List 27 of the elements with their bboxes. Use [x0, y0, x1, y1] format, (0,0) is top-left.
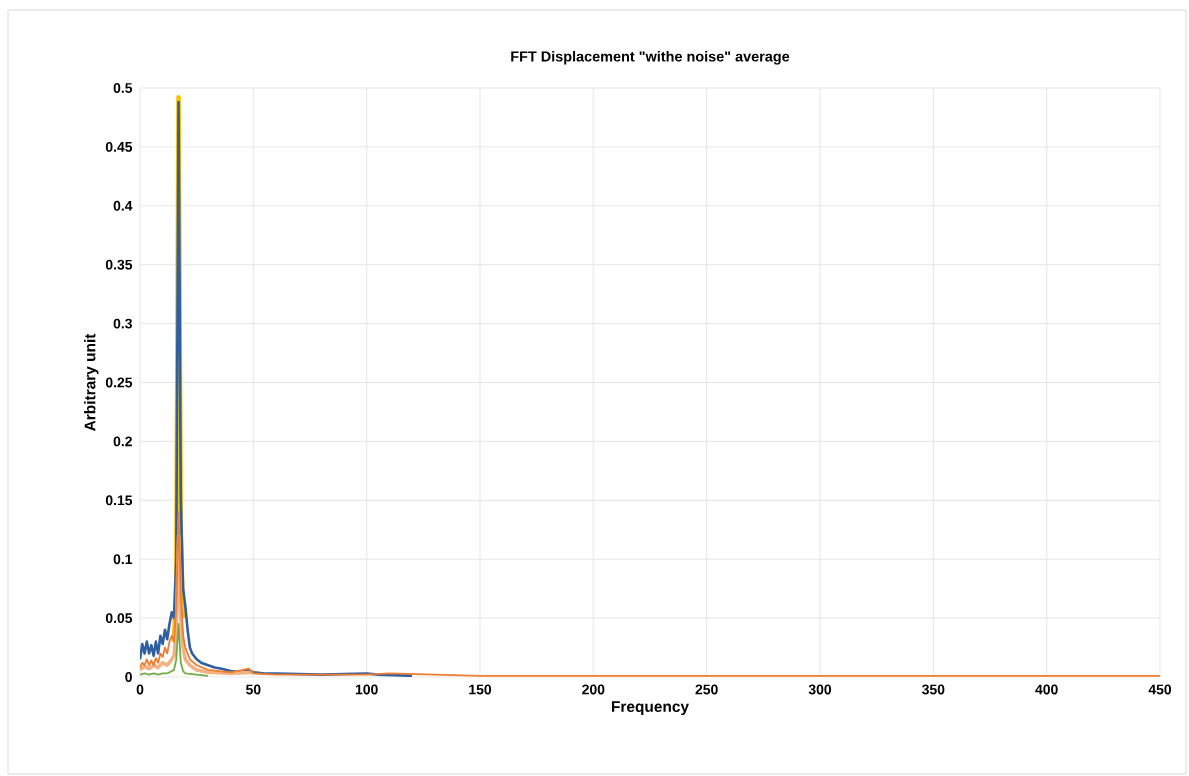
- x-tick-label: 300: [808, 684, 832, 695]
- x-tick-label: 100: [355, 684, 378, 695]
- line-series: [140, 100, 414, 677]
- x-tick-label: 200: [582, 684, 605, 695]
- y-tick-label: 0.3: [113, 318, 132, 329]
- y-tick-label: 0.5: [113, 83, 133, 93]
- x-tick-label: 350: [922, 684, 945, 695]
- x-tick-label: 450: [1148, 684, 1172, 695]
- line-series: [140, 511, 1160, 677]
- y-tick-label: 0.05: [105, 613, 133, 624]
- x-tick-label: 50: [246, 684, 261, 695]
- x-tick-label: 250: [695, 684, 718, 695]
- y-tick-label: 0.15: [105, 495, 133, 506]
- x-tick-label: 400: [1035, 684, 1058, 695]
- x-tick-label: 150: [469, 684, 492, 695]
- y-tick-label: 0.45: [105, 141, 133, 152]
- y-tick-label: 0.1: [113, 554, 133, 565]
- x-tick-label: 0: [136, 684, 144, 695]
- y-tick-label: 0.2: [113, 436, 132, 447]
- y-tick-label: 0.4: [113, 200, 133, 211]
- x-axis-title: Frequency: [611, 701, 689, 716]
- y-tick-label: 0.25: [105, 377, 133, 388]
- line-series: [140, 623, 209, 677]
- y-axis-title: Arbitrary unit: [84, 333, 99, 431]
- y-tick-label: 0.35: [105, 259, 133, 270]
- y-tick-label: 0: [125, 672, 132, 682]
- chart-title: FFT Displacement "withe noise" average: [511, 50, 790, 65]
